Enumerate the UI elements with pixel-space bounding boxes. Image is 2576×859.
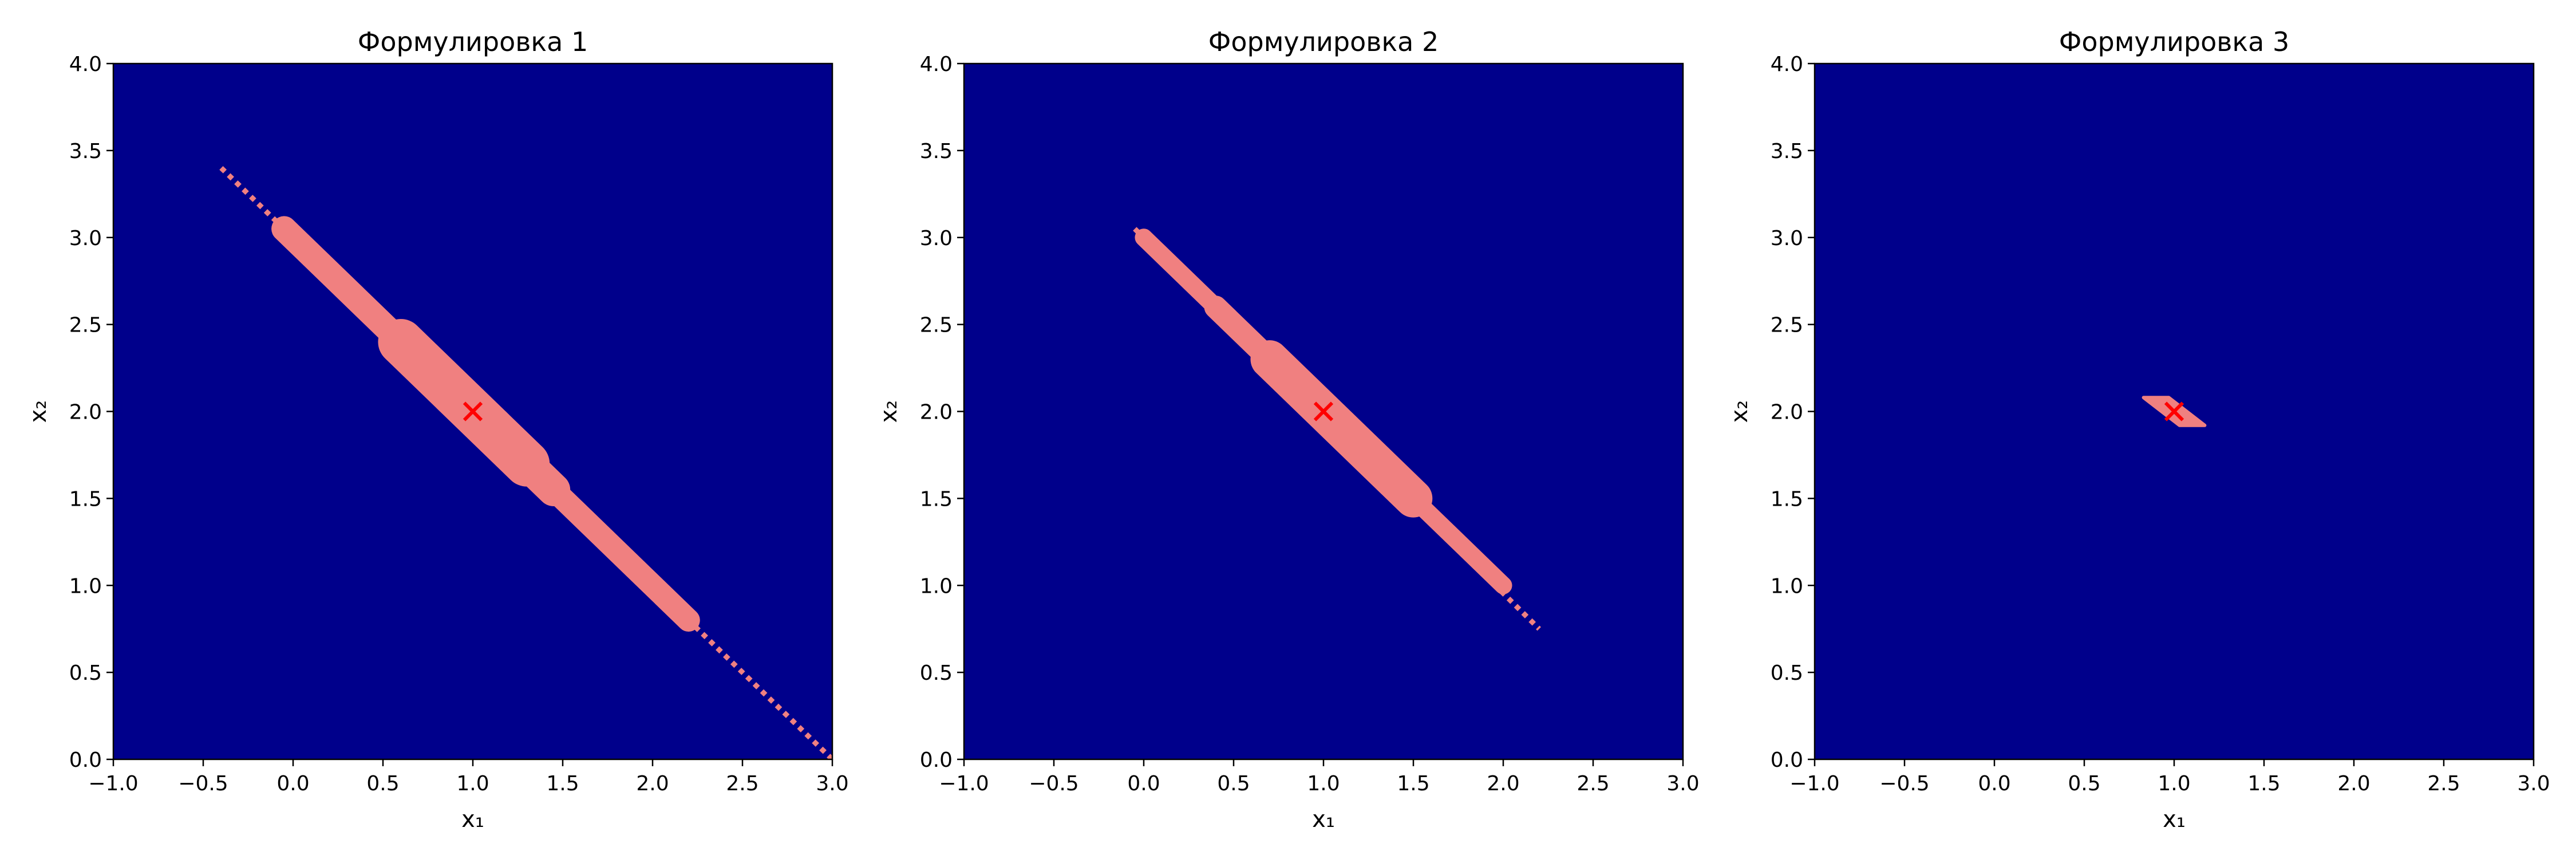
y-tick-label: 3.0: [69, 227, 102, 250]
x-tick-label: −1.0: [1789, 772, 1839, 795]
y-tick-label: 3.5: [1771, 140, 1803, 163]
y-tick-label: 1.5: [920, 487, 953, 511]
x-tick-label: 2.5: [726, 772, 758, 795]
x-tick-label: 0.0: [1127, 772, 1160, 795]
x-tick-label: 0.0: [1978, 772, 2010, 795]
subplot-formulation-3: Формулировка 3 x₁ x₂ −1.0 −0.5 0.0 0.5 1.0 1.…: [1726, 26, 2550, 833]
y-tick-label: 3.5: [920, 140, 953, 163]
x-tick-label: −0.5: [178, 772, 228, 795]
x-tick-label: 3.0: [2517, 772, 2550, 795]
x-tick-label: 0.0: [276, 772, 309, 795]
y-tick-label: 1.5: [69, 487, 102, 511]
optimum-marker-stroke: [463, 401, 483, 421]
x-tick-label: 2.0: [636, 772, 669, 795]
optimum-marker-stroke: [2164, 401, 2184, 421]
y-tick-label: 2.5: [69, 314, 102, 337]
y-axis-label: x₂: [25, 400, 52, 423]
x-tick-label: 1.0: [2158, 772, 2190, 795]
subplot-formulation-1: Формулировка 1 x₁ x₂ −1.0 −0.5 0.0 0.5 1.0 1.…: [25, 26, 849, 833]
y-tick-label: 2.5: [920, 314, 953, 337]
y-tick-label: 0.0: [69, 748, 102, 772]
plot-layer: [1133, 227, 1541, 631]
feasible-region-band: [1404, 489, 1512, 594]
y-axis-label: x₂: [876, 400, 902, 423]
x-tick-label: 2.5: [1577, 772, 1609, 795]
dotted-constraint-line: [219, 166, 832, 759]
y-tick-label: 2.0: [920, 401, 953, 424]
subplot-formulation-2: Формулировка 2 x₁ x₂ −1.0 −0.5 0.0 0.5 1.0 1.…: [876, 26, 1700, 833]
y-tick-label: 0.5: [920, 661, 953, 685]
x-tick-label: −1.0: [939, 772, 989, 795]
subplot-title: Формулировка 3: [2059, 26, 2289, 57]
x-tick-label: 3.0: [816, 772, 848, 795]
x-tick-label: 1.0: [456, 772, 489, 795]
y-tick-label: 0.0: [1771, 748, 1803, 772]
y-tick-label: 3.5: [69, 140, 102, 163]
x-tick-label: 1.0: [1307, 772, 1340, 795]
y-tick-label: 2.5: [1771, 314, 1803, 337]
y-tick-label: 3.0: [920, 227, 953, 250]
y-tick-label: 0.5: [1771, 661, 1803, 685]
x-tick-label: 1.5: [1397, 772, 1429, 795]
subplot-title: Формулировка 1: [358, 26, 588, 57]
x-tick-label: −0.5: [1029, 772, 1078, 795]
y-tick-label: 0.0: [920, 748, 953, 772]
plot-layer: [219, 166, 832, 759]
x-tick-label: −1.0: [88, 772, 138, 795]
y-tick-label: 4.0: [1771, 53, 1803, 76]
y-tick-label: 4.0: [920, 53, 953, 76]
optimum-marker: [2164, 401, 2184, 421]
y-tick-label: 1.0: [1771, 574, 1803, 598]
y-tick-label: 1.0: [69, 574, 102, 598]
x-axis-label: x₁: [1312, 806, 1335, 833]
x-tick-label: 0.5: [366, 772, 399, 795]
y-tick-label: 3.0: [1771, 227, 1803, 250]
x-tick-label: 0.5: [2068, 772, 2100, 795]
x-tick-label: 1.5: [546, 772, 579, 795]
x-axis-label: x₁: [2163, 806, 2186, 833]
dotted-constraint-line: [1133, 227, 1541, 631]
subplot-title: Формулировка 2: [1208, 26, 1439, 57]
y-tick-label: 0.5: [69, 661, 102, 685]
y-tick-label: 1.0: [920, 574, 953, 598]
x-tick-label: 0.5: [1217, 772, 1250, 795]
x-tick-label: 2.5: [2427, 772, 2460, 795]
x-axis-label: x₁: [461, 806, 484, 833]
y-tick-label: 1.5: [1771, 487, 1803, 511]
x-tick-label: 2.0: [2337, 772, 2370, 795]
optimum-marker: [463, 401, 483, 421]
x-tick-label: −0.5: [1879, 772, 1929, 795]
optimum-marker: [1313, 401, 1334, 421]
y-tick-label: 2.0: [69, 401, 102, 424]
y-tick-label: 4.0: [69, 53, 102, 76]
y-tick-label: 2.0: [1771, 401, 1803, 424]
x-tick-label: 3.0: [1666, 772, 1699, 795]
y-axis-label: x₂: [1726, 400, 1753, 423]
optimum-marker-stroke: [1313, 401, 1334, 421]
x-tick-label: 2.0: [1487, 772, 1519, 795]
x-tick-label: 1.5: [2247, 772, 2280, 795]
